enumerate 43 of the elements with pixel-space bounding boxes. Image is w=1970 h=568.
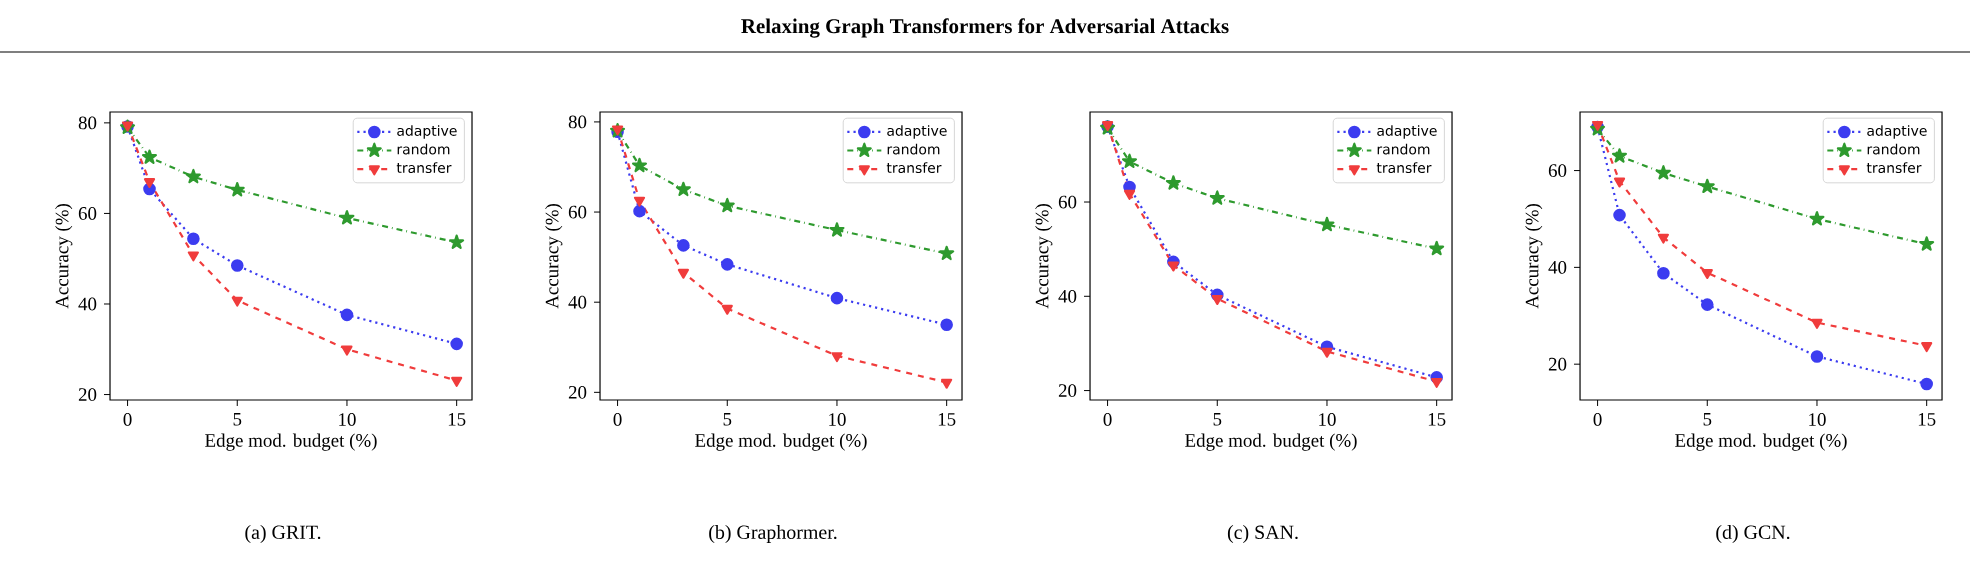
x-axis-title: Edge mod. budget (%) [1185, 433, 1357, 451]
x-tick-label: 10 [829, 413, 846, 426]
x-tick-label: 15 [1428, 413, 1446, 426]
text: (a) GRIT. [245, 524, 321, 544]
y-axis-title: Accuracy (%) [1035, 204, 1053, 309]
y-tick-label: 80 [568, 115, 587, 129]
x-tick-label: 15 [1918, 413, 1936, 426]
y-tick-label: 40 [1548, 260, 1567, 274]
x-tick-label: 10 [1319, 413, 1336, 426]
x-tick-label: 10 [1809, 413, 1826, 426]
x-tick-label: 5 [233, 413, 242, 426]
y-tick-label: 60 [1548, 164, 1567, 177]
x-tick-label: 0 [613, 413, 622, 426]
y-tick-label: 60 [78, 207, 97, 220]
y-tick-label: 80 [78, 116, 97, 130]
x-axis-title: Edge mod. budget (%) [1675, 433, 1847, 451]
x-axis-title: Edge mod. budget (%) [695, 433, 867, 451]
y-tick-label: 40 [78, 297, 97, 311]
y-tick-label: 20 [1058, 384, 1077, 397]
y-tick-label: 40 [1058, 289, 1077, 303]
x-axis-title: Edge mod. budget (%) [205, 433, 377, 451]
x-tick-label: 5 [1213, 413, 1222, 426]
x-tick-label: 10 [339, 413, 356, 426]
y-axis-title: Accuracy (%) [55, 204, 73, 309]
y-tick-label: 60 [568, 205, 587, 219]
y-axis-title: Accuracy (%) [545, 204, 563, 309]
x-tick-label: 5 [1703, 413, 1712, 426]
y-tick-label: 20 [1548, 357, 1567, 371]
y-tick-label: 40 [568, 295, 587, 309]
x-tick-label: 15 [938, 413, 956, 426]
x-tick-label: 5 [723, 413, 732, 426]
x-tick-label: 0 [1593, 413, 1602, 426]
text: (b) Graphormer. [709, 524, 837, 544]
y-tick-label: 20 [78, 388, 97, 401]
chart-title: Relaxing Graph Transformers for Adversarial Attacks [741, 18, 1229, 38]
x-tick-label: 0 [1103, 413, 1112, 426]
x-tick-label: 0 [123, 413, 132, 426]
x-tick-label: 15 [448, 413, 466, 426]
y-tick-label: 20 [568, 385, 587, 399]
y-tick-label: 60 [1058, 195, 1077, 209]
text: (c) SAN. [1227, 524, 1298, 544]
text: (d) GCN. [1716, 524, 1790, 544]
y-axis-title: Accuracy (%) [1525, 204, 1543, 309]
